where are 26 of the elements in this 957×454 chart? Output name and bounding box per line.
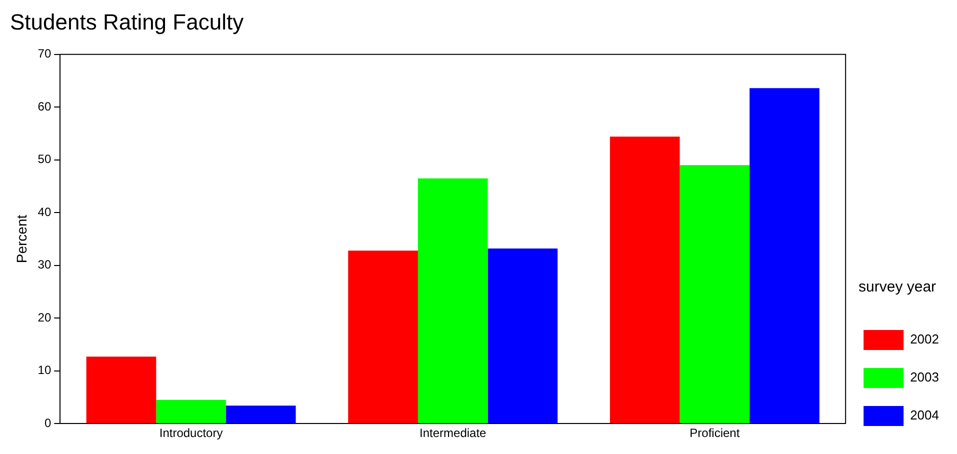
chart-title: Students Rating Faculty (10, 9, 244, 34)
y-tick-label: 30 (38, 258, 52, 272)
bar (156, 400, 226, 424)
y-tick-label: 20 (38, 310, 52, 324)
bar (680, 165, 750, 424)
x-tick-label: Intermediate (420, 426, 487, 440)
y-tick-label: 0 (44, 416, 52, 430)
legend-title: survey year (858, 278, 936, 296)
y-tick-label: 70 (38, 46, 52, 61)
bar (86, 356, 156, 424)
x-tick-label: Proficient (690, 426, 740, 440)
bar (418, 178, 488, 424)
y-tick-label: 40 (38, 204, 52, 219)
legend-label: 2002 (910, 332, 939, 347)
bar (610, 136, 680, 424)
bar (750, 88, 820, 424)
bar (226, 406, 296, 424)
y-tick-label: 10 (38, 363, 52, 378)
bar (348, 250, 418, 424)
legend-label: 2004 (910, 408, 939, 423)
y-tick-label: 50 (38, 152, 52, 166)
y-tick-label: 60 (38, 99, 52, 114)
y-axis-title: Percent (13, 214, 30, 264)
bar (488, 248, 558, 424)
legend-label: 2003 (910, 370, 939, 385)
x-tick-label: Introductory (159, 426, 223, 440)
